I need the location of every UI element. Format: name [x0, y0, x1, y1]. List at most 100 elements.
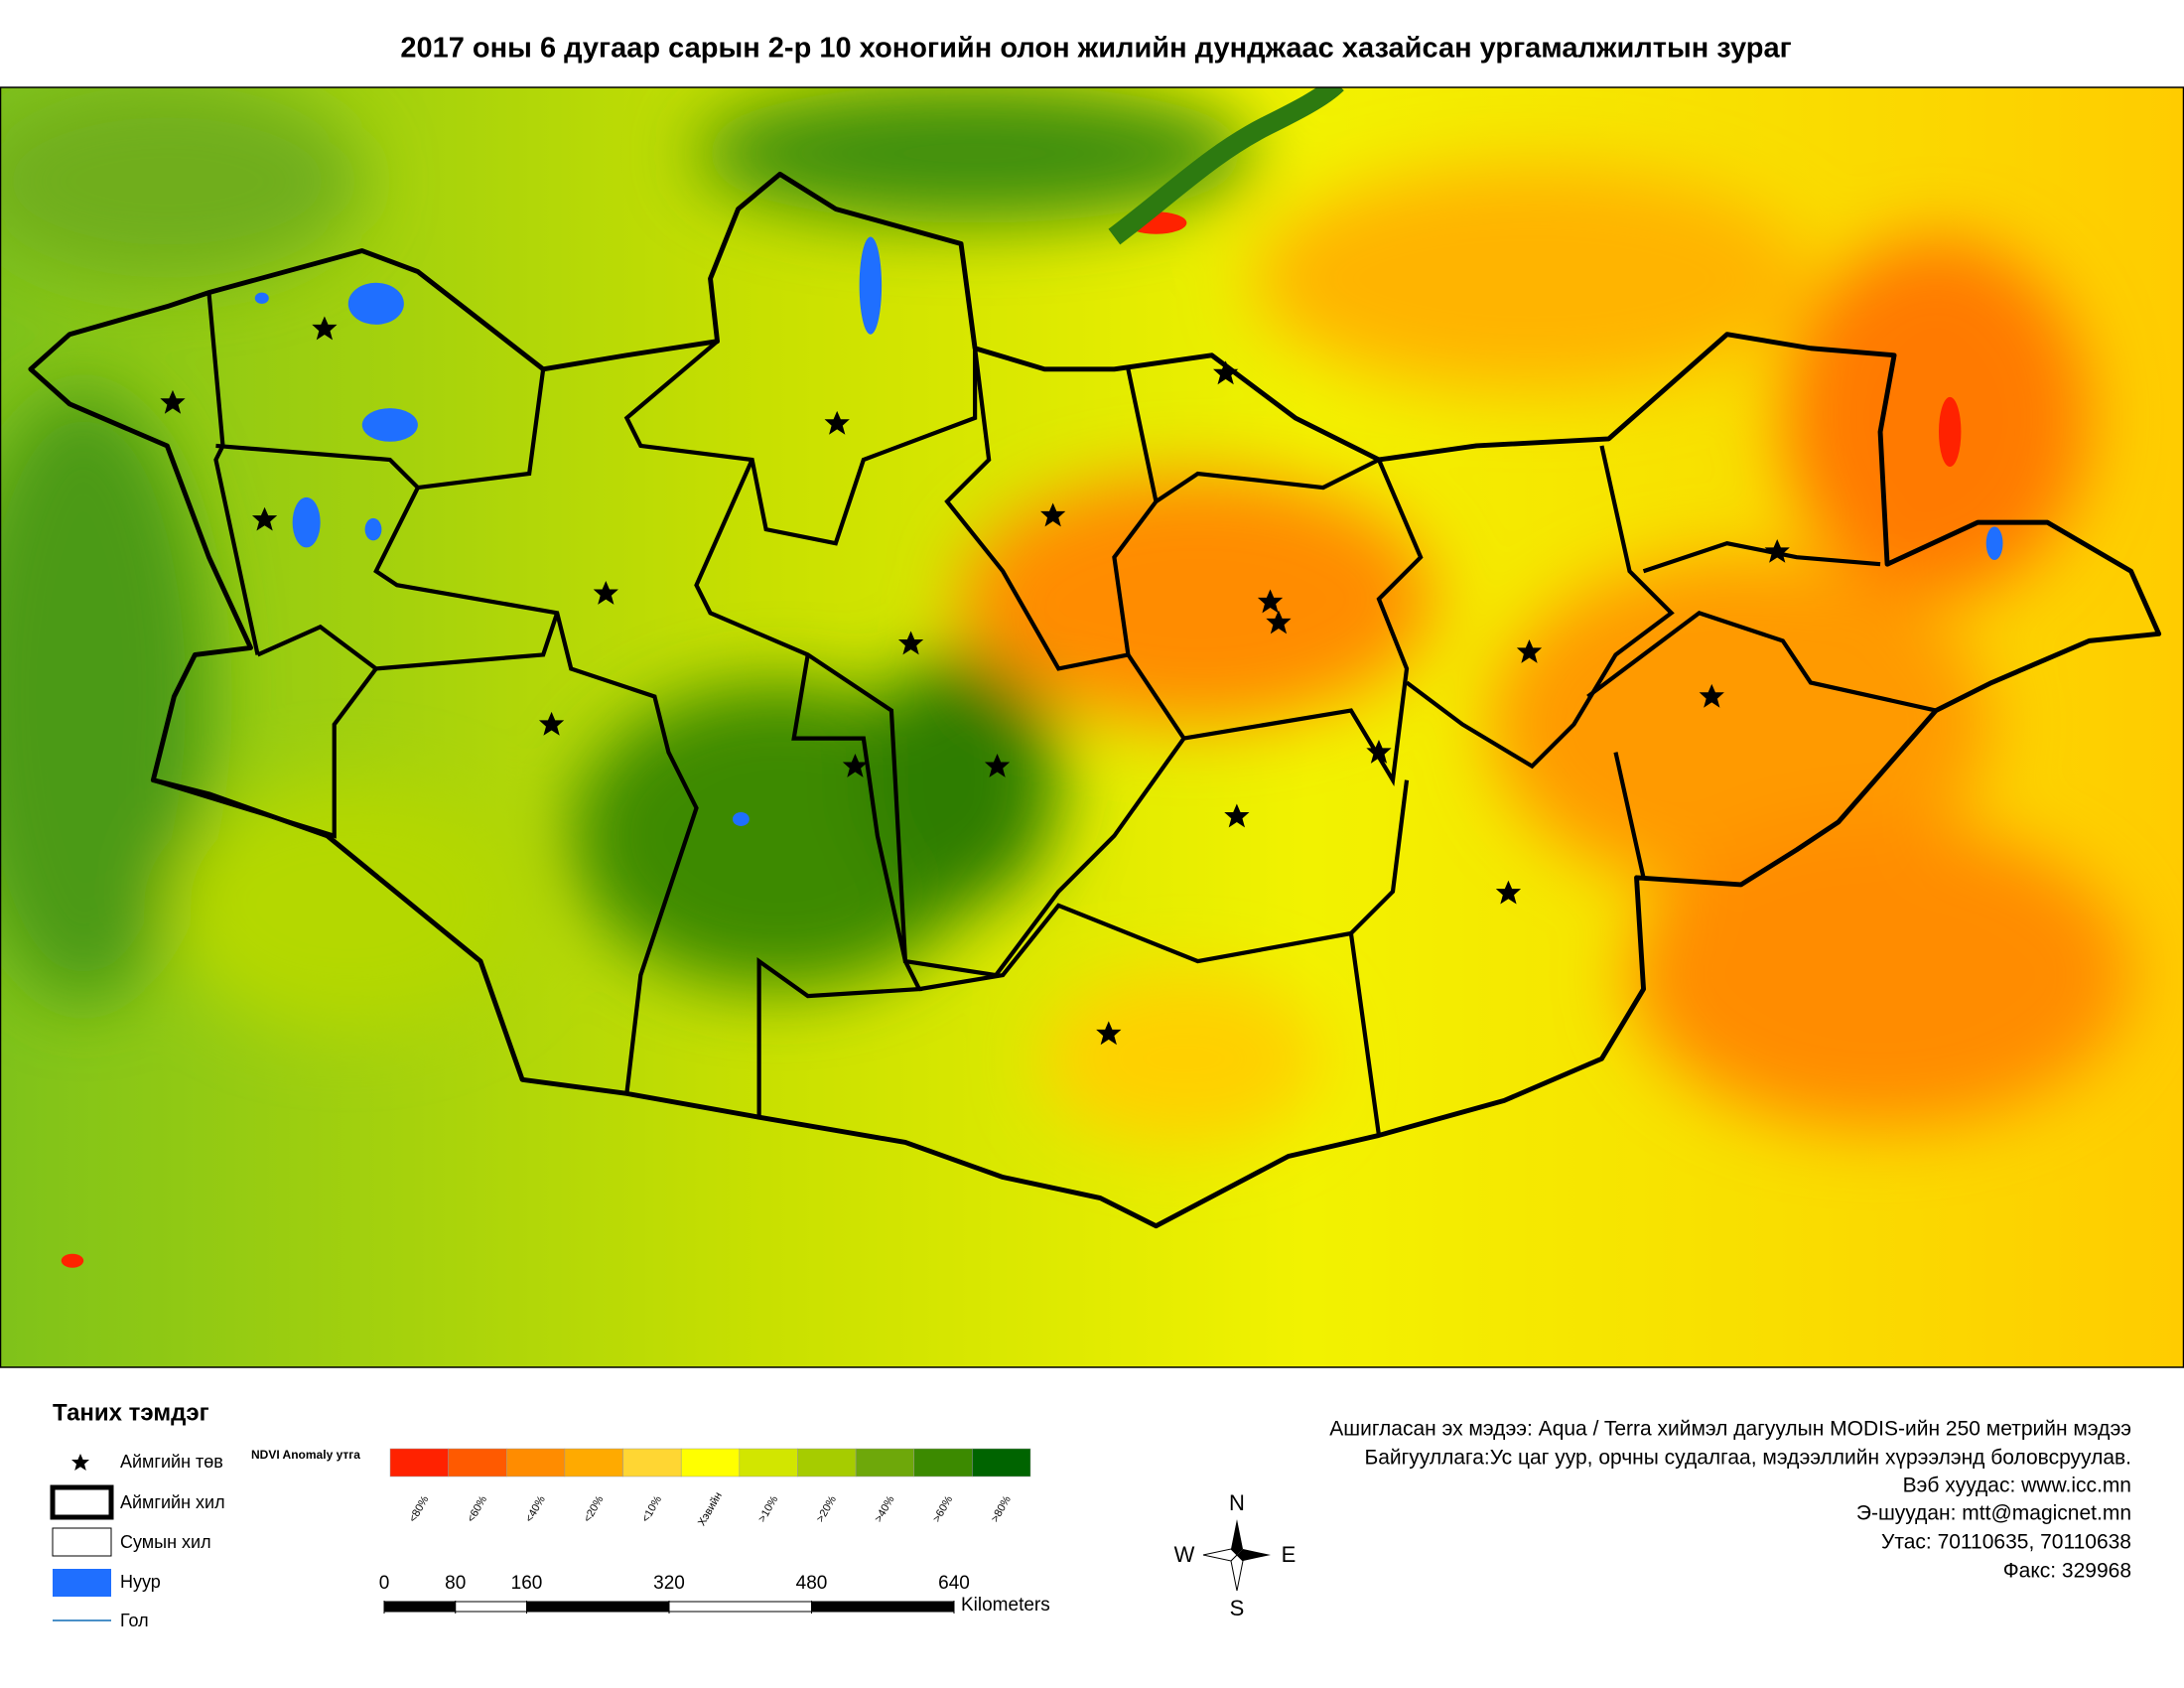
color-class-label: <40%: [523, 1493, 548, 1524]
aimag-border: [417, 368, 546, 491]
patch: [1629, 821, 2131, 1129]
color-class-label: <80%: [407, 1493, 432, 1524]
aimag-border: [1349, 779, 1410, 935]
lake: [364, 517, 382, 541]
color-class-label: >20%: [814, 1493, 839, 1524]
country-border: [28, 171, 2162, 1229]
color-class: [506, 1448, 566, 1477]
compass-s: S: [1230, 1596, 1245, 1620]
lake: [361, 408, 418, 442]
color-class-label: >60%: [931, 1493, 956, 1524]
lake: [254, 292, 269, 304]
color-class: [680, 1448, 741, 1477]
color-class: [855, 1448, 914, 1477]
info-block: Ашигласан эх мэдээ: Aqua / Terra хиймэл …: [1329, 1418, 2131, 1583]
lake: [732, 811, 750, 826]
scale-tick-label: 480: [796, 1573, 828, 1594]
legend-aimag-border: [50, 1484, 114, 1520]
lake: [347, 282, 404, 325]
arrow-n: [1231, 1519, 1243, 1555]
info-line: Ашигласан эх мэдээ: Aqua / Terra хиймэл …: [1329, 1418, 2131, 1441]
lake: [859, 236, 883, 335]
compass-e: E: [1282, 1542, 1297, 1567]
scale-unit: Kilometers: [961, 1595, 1050, 1616]
patch: [1782, 236, 2090, 600]
red-patch: [1938, 396, 1962, 468]
north-arrow: N S W E: [1174, 1490, 1297, 1620]
color-class-label: >40%: [873, 1493, 897, 1524]
scale-segment: [526, 1601, 670, 1613]
aimag-border: [623, 340, 978, 546]
aimag-border: [756, 654, 923, 1118]
aimag-border: [1642, 540, 1881, 574]
legend-label: Нуур: [120, 1572, 161, 1592]
patch: [1490, 557, 1992, 892]
color-scale-title: NDVI Anomaly утга: [251, 1448, 360, 1462]
arrow-w: [1202, 1548, 1238, 1562]
arrow-e: [1237, 1549, 1271, 1561]
aimag-border: [206, 292, 260, 655]
lakes: [254, 236, 2003, 826]
patch: [961, 474, 1435, 725]
patch: [863, 654, 1059, 906]
aimag-border: [1183, 459, 1424, 786]
aimag-borders: [152, 292, 1937, 1136]
scale-tick-label: 160: [511, 1573, 543, 1594]
patch: [696, 87, 1254, 223]
scale-tick-label: 80: [445, 1573, 466, 1594]
legend-title: Таних тэмдэг: [53, 1399, 209, 1426]
info-line: Утас: 70110635, 70110638: [1881, 1531, 2131, 1554]
legend-lake: [53, 1569, 111, 1597]
ndvi-patches: [0, 87, 2131, 1143]
legend-label: Аймгийн хил: [120, 1492, 225, 1512]
info-line: Э-шуудан: mtt@magicnet.mn: [1856, 1502, 2131, 1525]
info-line: Факс: 329968: [2003, 1560, 2131, 1583]
color-scale: <80% <60% <40% <20% <10% Хэвийн >10% >20% >40% >6…: [389, 1448, 1031, 1528]
compass-w: W: [1174, 1542, 1195, 1567]
patch: [167, 779, 530, 1032]
lake: [292, 496, 321, 548]
legend-sum-border: [52, 1527, 112, 1557]
patch: [0, 87, 362, 279]
aimag-border: [152, 624, 379, 839]
color-class-label: <60%: [466, 1493, 490, 1524]
legend-label: Сумын хил: [120, 1532, 211, 1552]
legend-star: [71, 1454, 89, 1471]
color-class-label: >80%: [989, 1493, 1014, 1524]
arrow-s: [1230, 1554, 1244, 1592]
aimag-border: [918, 903, 1382, 1136]
scale-tick-label: 0: [379, 1573, 390, 1594]
color-class-label: <20%: [582, 1493, 607, 1524]
aimag-border: [1586, 610, 1937, 879]
color-class: [739, 1448, 798, 1477]
color-class: [389, 1448, 449, 1477]
map-title: 2017 оны 6 дугаар сарын 2-р 10 хоногийн …: [400, 33, 1791, 65]
map-frame: [0, 87, 2184, 1367]
color-class: [797, 1448, 857, 1477]
color-class: [622, 1448, 682, 1477]
scale-tick-label: 640: [938, 1573, 970, 1594]
info-line: Байгууллага:Ус цаг уур, орчны судалгаа, …: [1364, 1447, 2131, 1470]
color-class: [913, 1448, 973, 1477]
aimag-border: [375, 612, 560, 671]
scale-segment: [383, 1601, 457, 1613]
legend-items: Аймгийн төв Аймгийн хил Сумын хил Нуур Гол: [120, 1452, 225, 1630]
patch: [0, 389, 209, 1004]
lake: [1985, 526, 2003, 561]
compass-n: N: [1229, 1490, 1245, 1515]
lake-baikal-region: [1108, 87, 1344, 245]
aimag-border: [215, 443, 699, 1094]
scale-segment: [811, 1601, 955, 1613]
patch: [1044, 975, 1323, 1143]
red-patch: [61, 1253, 84, 1268]
color-class: [448, 1448, 507, 1477]
color-class: [972, 1448, 1031, 1477]
map-features: [28, 87, 2162, 1268]
color-class-label: Хэвийн: [696, 1490, 725, 1528]
patch: [1253, 167, 1811, 390]
color-class: [564, 1448, 623, 1477]
info-line: Вэб хуудас: www.icc.mn: [1903, 1475, 2131, 1497]
